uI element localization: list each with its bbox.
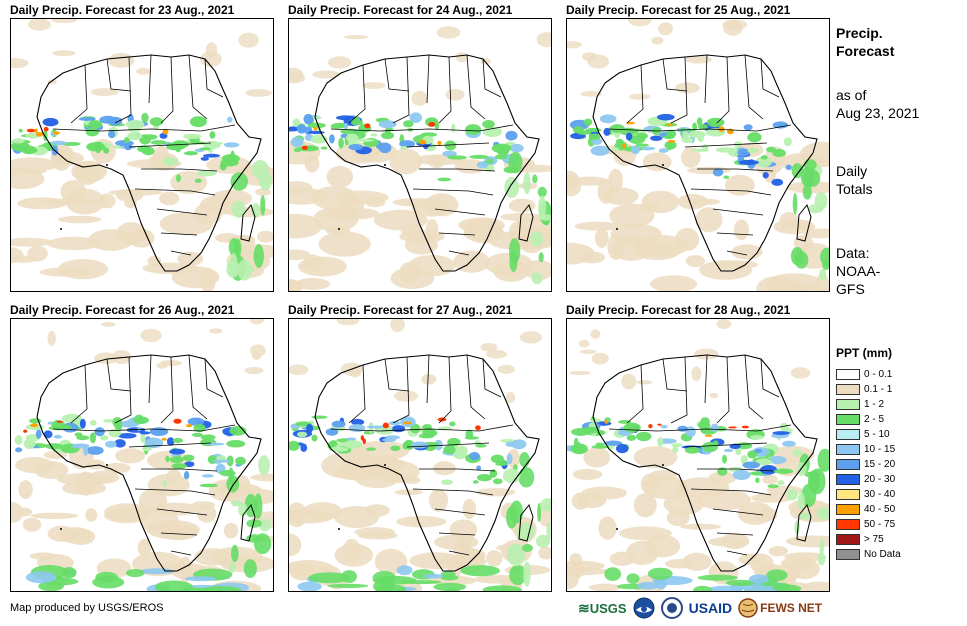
usaid-logo: USAID — [688, 600, 733, 616]
sidebar-as-of: as of Aug 23, 2021 — [836, 87, 920, 121]
legend-item: 0.1 - 1 — [836, 382, 901, 397]
legend-swatch — [836, 459, 860, 470]
dhs-seal-logo — [660, 597, 683, 619]
legend-swatch — [836, 534, 860, 545]
precip-legend: 0 - 0.1 0.1 - 1 1 - 2 2 - 5 5 - 10 10 - 15 15 … — [836, 367, 901, 562]
legend-item: 1 - 2 — [836, 397, 901, 412]
panel-title: Daily Precip. Forecast for 26 Aug., 2021 — [10, 303, 235, 317]
legend-label: 1 - 2 — [864, 399, 885, 410]
partner-logos: ≋ USGS USAID FEWS NET — [578, 594, 822, 622]
legend-label: 10 - 15 — [864, 444, 896, 455]
legend-label: 0.1 - 1 — [864, 384, 893, 395]
usgs-logo: ≋ USGS — [578, 599, 627, 616]
legend-item: 30 - 40 — [836, 487, 901, 502]
legend-swatch — [836, 414, 860, 425]
forecast-panel-aug26: Daily Precip. Forecast for 26 Aug., 2021 — [10, 302, 274, 592]
legend-label: 15 - 20 — [864, 459, 896, 470]
legend-label: 50 - 75 — [864, 519, 896, 530]
precip-map-aug27 — [288, 318, 552, 592]
precip-map-aug28 — [566, 318, 830, 592]
legend-swatch — [836, 384, 860, 395]
legend-swatch — [836, 489, 860, 500]
legend-item: 10 - 15 — [836, 442, 901, 457]
panel-title: Daily Precip. Forecast for 25 Aug., 2021 — [566, 3, 791, 17]
legend-swatch — [836, 474, 860, 485]
legend-swatch — [836, 504, 860, 515]
legend-item: > 75 — [836, 532, 901, 547]
forecast-panel-aug24: Daily Precip. Forecast for 24 Aug., 2021 — [288, 2, 552, 292]
map-credit: Map produced by USGS/EROS — [10, 602, 164, 614]
globe-icon — [738, 598, 758, 618]
legend-swatch — [836, 429, 860, 440]
legend-label: 0 - 0.1 — [864, 369, 893, 380]
precip-map-aug25 — [566, 18, 830, 292]
panel-title: Daily Precip. Forecast for 27 Aug., 2021 — [288, 303, 513, 317]
noaa-logo — [633, 597, 655, 619]
sidebar-daily-totals: Daily Totals — [836, 163, 873, 197]
legend-label: 5 - 10 — [864, 429, 890, 440]
legend-label: > 75 — [864, 534, 884, 545]
legend-swatch — [836, 549, 860, 560]
legend-swatch — [836, 399, 860, 410]
legend-item: 2 - 5 — [836, 412, 901, 427]
panel-title: Daily Precip. Forecast for 23 Aug., 2021 — [10, 3, 235, 17]
legend-label: No Data — [864, 549, 901, 560]
legend-label: 2 - 5 — [864, 414, 885, 425]
legend-label: 20 - 30 — [864, 474, 896, 485]
legend-item: 50 - 75 — [836, 517, 901, 532]
legend-label: 30 - 40 — [864, 489, 896, 500]
legend-item: 40 - 50 — [836, 502, 901, 517]
noaa-icon — [633, 597, 655, 619]
legend-item: 0 - 0.1 — [836, 367, 901, 382]
legend-item: No Data — [836, 547, 901, 562]
precip-map-aug23 — [10, 18, 274, 292]
seal-icon — [660, 597, 683, 619]
forecast-panel-aug25: Daily Precip. Forecast for 25 Aug., 2021 — [566, 2, 830, 292]
legend-label: 40 - 50 — [864, 504, 896, 515]
legend-swatch — [836, 444, 860, 455]
legend-title: PPT (mm) — [836, 346, 893, 360]
forecast-panel-aug23: Daily Precip. Forecast for 23 Aug., 2021 — [10, 2, 274, 292]
panel-title: Daily Precip. Forecast for 28 Aug., 2021 — [566, 303, 791, 317]
legend-item: 20 - 30 — [836, 472, 901, 487]
legend-item: 15 - 20 — [836, 457, 901, 472]
sidebar-data-source: Data: NOAA- GFS — [836, 245, 881, 297]
precip-map-aug26 — [10, 318, 274, 592]
legend-item: 5 - 10 — [836, 427, 901, 442]
panel-title: Daily Precip. Forecast for 24 Aug., 2021 — [288, 3, 513, 17]
forecast-panel-aug27: Daily Precip. Forecast for 27 Aug., 2021 — [288, 302, 552, 592]
usgs-wave-icon: ≋ — [578, 599, 590, 616]
legend-swatch — [836, 519, 860, 530]
legend-swatch — [836, 369, 860, 380]
precip-map-aug24 — [288, 18, 552, 292]
fews-net-logo: FEWS NET — [738, 598, 822, 618]
forecast-panel-aug28: Daily Precip. Forecast for 28 Aug., 2021 — [566, 302, 830, 592]
sidebar-heading: Precip. Forecast — [836, 25, 895, 59]
